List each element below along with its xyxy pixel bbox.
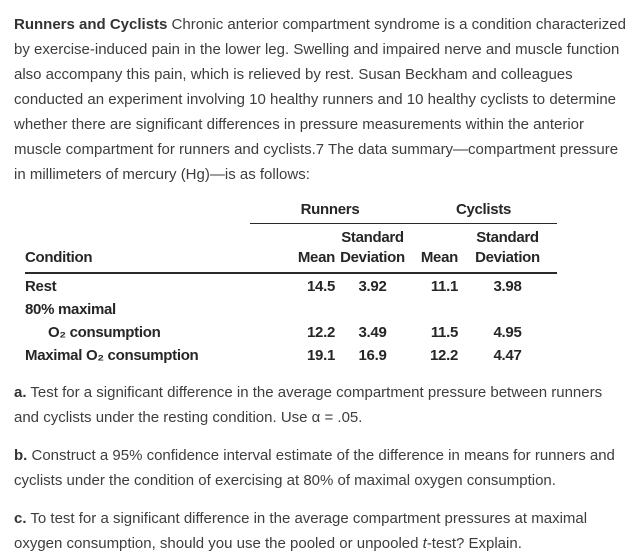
group-header-spacer <box>25 200 250 224</box>
question-c: c. To test for a significant difference … <box>14 506 626 556</box>
condition-label: O₂ consumption <box>48 324 161 341</box>
mean-cyclists-value: 12.2 <box>430 347 458 364</box>
column-header-mean-runners: Mean <box>250 223 335 274</box>
sd-runners-value: 3.92 <box>358 278 387 295</box>
sd-cyclists-value: 4.95 <box>493 324 522 341</box>
question-b-label: b. <box>14 447 28 464</box>
sd-cyclists-value <box>458 297 557 320</box>
sd-cyclists-value: 4.47 <box>493 347 522 364</box>
condition-label: Rest <box>25 278 57 295</box>
sd-cyclists-value: 3.98 <box>493 278 522 295</box>
sd-runners-value: 16.9 <box>358 347 387 364</box>
column-header-mean-cyclists: Mean <box>410 223 458 274</box>
mean-runners-value: 12.2 <box>307 324 335 341</box>
condition-label: 80% maximal <box>25 301 116 318</box>
table-row-o2-consumption: O₂ consumption 12.2 3.49 11.5 4.95 <box>25 320 557 343</box>
question-b: b. Construct a 95% confidence interval e… <box>14 443 626 493</box>
group-header-row: Runners Cyclists <box>25 200 558 224</box>
mean-runners-value: 14.5 <box>307 278 335 295</box>
sd-runners-value: 3.49 <box>358 324 387 341</box>
table-row-rest: Rest 14.5 3.92 11.1 3.98 <box>25 273 557 297</box>
group-header-runners: Runners <box>250 200 410 224</box>
column-header-row: Condition Mean Standard Deviation Mean S… <box>25 223 558 274</box>
problem-title: Runners and Cyclists <box>14 16 168 33</box>
question-c-label: c. <box>14 510 27 527</box>
column-header-sd-runners: Standard Deviation <box>335 223 410 274</box>
intro-text: Chronic anterior compartment syndrome is… <box>14 16 626 183</box>
question-b-text: Construct a 95% confidence interval esti… <box>14 447 615 489</box>
condition-label: Maximal O₂ consumption <box>25 347 199 364</box>
table-row-maximal-o2-consumption: Maximal O₂ consumption 19.1 16.9 12.2 4.… <box>25 343 557 366</box>
column-header-condition: Condition <box>25 223 250 274</box>
question-a-label: a. <box>14 384 27 401</box>
pressure-summary-table: Runners Cyclists Condition Mean Standard… <box>25 200 558 366</box>
sd-runners-value <box>335 297 410 320</box>
mean-cyclists-value: 11.1 <box>430 278 458 295</box>
mean-runners-value: 19.1 <box>307 347 335 364</box>
table-row-80pct-maximal: 80% maximal <box>25 297 557 320</box>
mean-cyclists-value <box>410 297 458 320</box>
group-header-cyclists: Cyclists <box>410 200 558 224</box>
question-a-text: Test for a significant difference in the… <box>14 384 603 426</box>
mean-cyclists-value: 11.5 <box>430 324 458 341</box>
mean-runners-value <box>250 297 335 320</box>
column-header-sd-cyclists: Standard Deviation <box>458 223 558 274</box>
question-a: a. Test for a significant difference in … <box>14 380 626 430</box>
intro-paragraph: Runners and Cyclists Chronic anterior co… <box>14 12 626 187</box>
